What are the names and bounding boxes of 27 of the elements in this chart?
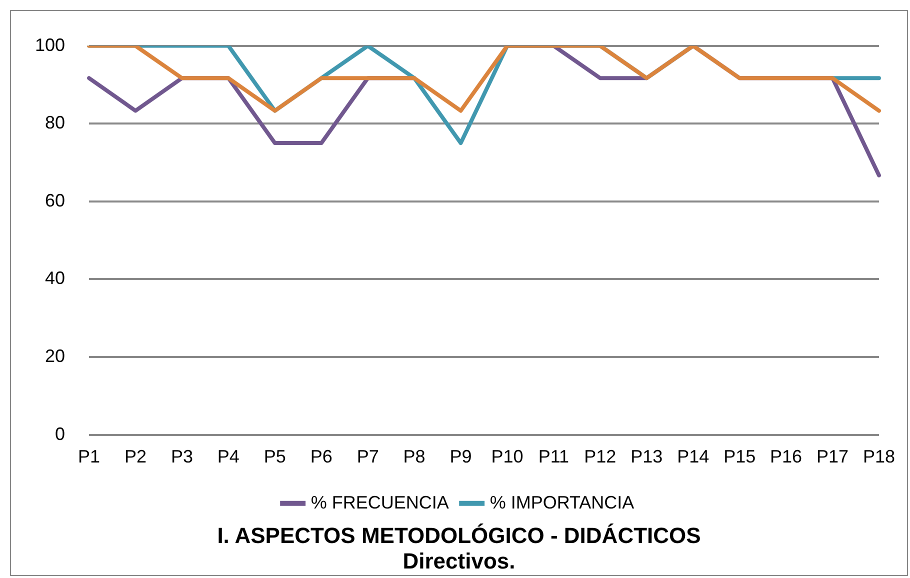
y-tick-label: 60 <box>45 190 66 210</box>
x-tick-label: P9 <box>450 446 472 467</box>
x-tick-label: P18 <box>862 446 895 467</box>
y-tick-label: 20 <box>45 346 66 366</box>
y-tick-label: 40 <box>45 268 66 288</box>
x-tick-label: P16 <box>770 446 802 467</box>
text: I. ASPECTOS METODOLÓGICO - DIDÁCTICOS Directivos. <box>217 523 701 574</box>
x-tick-label: P15 <box>724 446 756 467</box>
x-tick-label: P5 <box>264 446 286 467</box>
legend-label: % FRECUENCIA <box>310 492 449 512</box>
x-tick-label: P14 <box>677 446 710 467</box>
x-tick-label: P12 <box>584 446 616 467</box>
x-tick-label: P13 <box>630 446 663 467</box>
x-tick-label: P7 <box>356 446 379 467</box>
legend-label: % IMPORTANCIA <box>490 492 634 512</box>
y-tick-label: 100 <box>34 34 66 55</box>
x-tick-label: P17 <box>816 446 849 467</box>
x-tick-label: P10 <box>491 446 524 467</box>
y-tick-label: 0 <box>55 424 66 444</box>
y-tick-label: 80 <box>45 112 66 133</box>
x-tick-label: P4 <box>217 446 240 467</box>
x-tick-label: P3 <box>170 446 193 467</box>
x-tick-label: P1 <box>78 446 100 467</box>
x-tick-label: P8 <box>403 446 426 467</box>
x-tick-label: P6 <box>310 446 332 467</box>
x-tick-label: P11 <box>538 446 570 467</box>
x-tick-label: P2 <box>124 446 147 467</box>
